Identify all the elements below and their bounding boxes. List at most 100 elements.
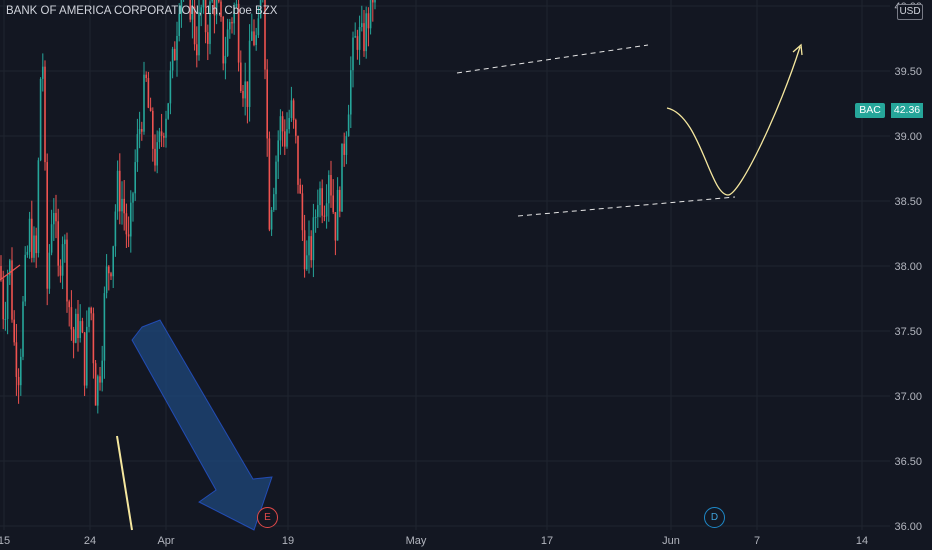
candle-body [295, 119, 297, 136]
candle-body [196, 44, 198, 56]
candle-body [255, 35, 257, 45]
candle-body [248, 40, 251, 107]
candle-body [367, 13, 370, 29]
channel-lower-line [517, 196, 736, 217]
x-tick-label: Apr [157, 535, 174, 547]
candle-body [220, 1, 222, 17]
drawings[interactable] [0, 0, 890, 531]
candle-body [156, 142, 158, 166]
candle-body [191, 6, 194, 20]
candle-body [55, 213, 57, 222]
candle-body [143, 74, 145, 132]
candle-body [121, 198, 123, 212]
candle-body [13, 319, 15, 343]
candle-body [189, 0, 191, 20]
candle-body [50, 224, 53, 253]
candle-body [152, 110, 154, 149]
candle-body [114, 211, 117, 247]
candle-body [312, 217, 315, 261]
candle-body [178, 13, 180, 36]
projection-path [666, 46, 801, 196]
candle-body [369, 0, 372, 29]
candle-body [138, 129, 141, 135]
drawn-down-arrow[interactable] [131, 319, 273, 531]
candle-body [2, 279, 4, 320]
candle-body [94, 363, 97, 406]
candle-body [226, 29, 229, 56]
candle-body [266, 69, 268, 139]
candle-body [358, 26, 361, 50]
candle-body [235, 3, 238, 7]
y-tick-label: 38.50 [894, 196, 922, 208]
dividend-event-marker[interactable]: D [704, 507, 725, 528]
candle-body [17, 376, 20, 386]
candle-body [319, 188, 321, 206]
candle-body [0, 266, 2, 280]
candle-body [211, 0, 213, 2]
candle-body [222, 16, 224, 64]
candle-body [257, 18, 260, 36]
candle-body [229, 21, 231, 30]
candle-body [246, 81, 249, 107]
chart-grid [0, 0, 890, 530]
last-price-badge: 42.36 [891, 103, 923, 118]
y-tick-label: 39.00 [894, 131, 922, 143]
candle-body [339, 189, 341, 212]
candle-body [310, 236, 312, 261]
candle-body [4, 318, 7, 320]
candle-body [361, 23, 363, 27]
x-tick-label: 14 [856, 535, 868, 547]
candle-body [323, 215, 326, 217]
candle-body [103, 293, 106, 361]
candle-body [273, 194, 275, 210]
candle-body [57, 221, 59, 266]
chart-title: BANK OF AMERICA CORPORATION, 1h, Cboe BZ… [6, 5, 278, 17]
candle-body [200, 7, 202, 13]
candle-body [308, 236, 310, 256]
candle-body [301, 193, 304, 231]
candle-body [286, 129, 288, 147]
candle-body [176, 35, 178, 61]
candle-body [147, 78, 150, 108]
candle-body [297, 135, 299, 185]
candle-body [75, 313, 77, 343]
candle-body [277, 140, 279, 162]
candle-body [72, 329, 75, 343]
y-tick-label: 39.50 [894, 66, 922, 78]
candle-body [231, 21, 233, 24]
candle-body [123, 198, 125, 214]
candle-body [240, 62, 242, 91]
candle-body [6, 275, 9, 319]
candle-body [253, 31, 255, 45]
candle-body [158, 131, 161, 143]
y-tick-label: 36.00 [894, 521, 922, 533]
candle-body [105, 266, 108, 294]
candle-body [119, 170, 121, 212]
candle-body [167, 103, 169, 119]
candle-body [209, 1, 211, 44]
candle-body [306, 255, 308, 270]
currency-label[interactable]: USD [897, 4, 923, 20]
trend-line-fragment [116, 435, 133, 531]
candle-body [345, 136, 348, 155]
candle-body [330, 175, 332, 196]
candle-body [112, 246, 114, 277]
earnings-event-marker[interactable]: E [257, 507, 278, 528]
candle-body [136, 134, 139, 163]
candle-body [68, 301, 70, 308]
candle-body [290, 100, 293, 118]
candle-body [81, 321, 84, 333]
y-tick-label: 37.50 [894, 326, 922, 338]
candle-body [33, 235, 35, 258]
candle-body [48, 252, 51, 289]
candle-body [26, 251, 29, 255]
candle-body [83, 332, 86, 386]
candle-body [44, 66, 46, 163]
candle-body [92, 313, 95, 364]
x-tick-label: 15 [0, 535, 10, 547]
candle-body [141, 129, 143, 132]
candle-body [292, 100, 295, 120]
candle-body [251, 31, 253, 41]
candle-body [134, 162, 136, 194]
